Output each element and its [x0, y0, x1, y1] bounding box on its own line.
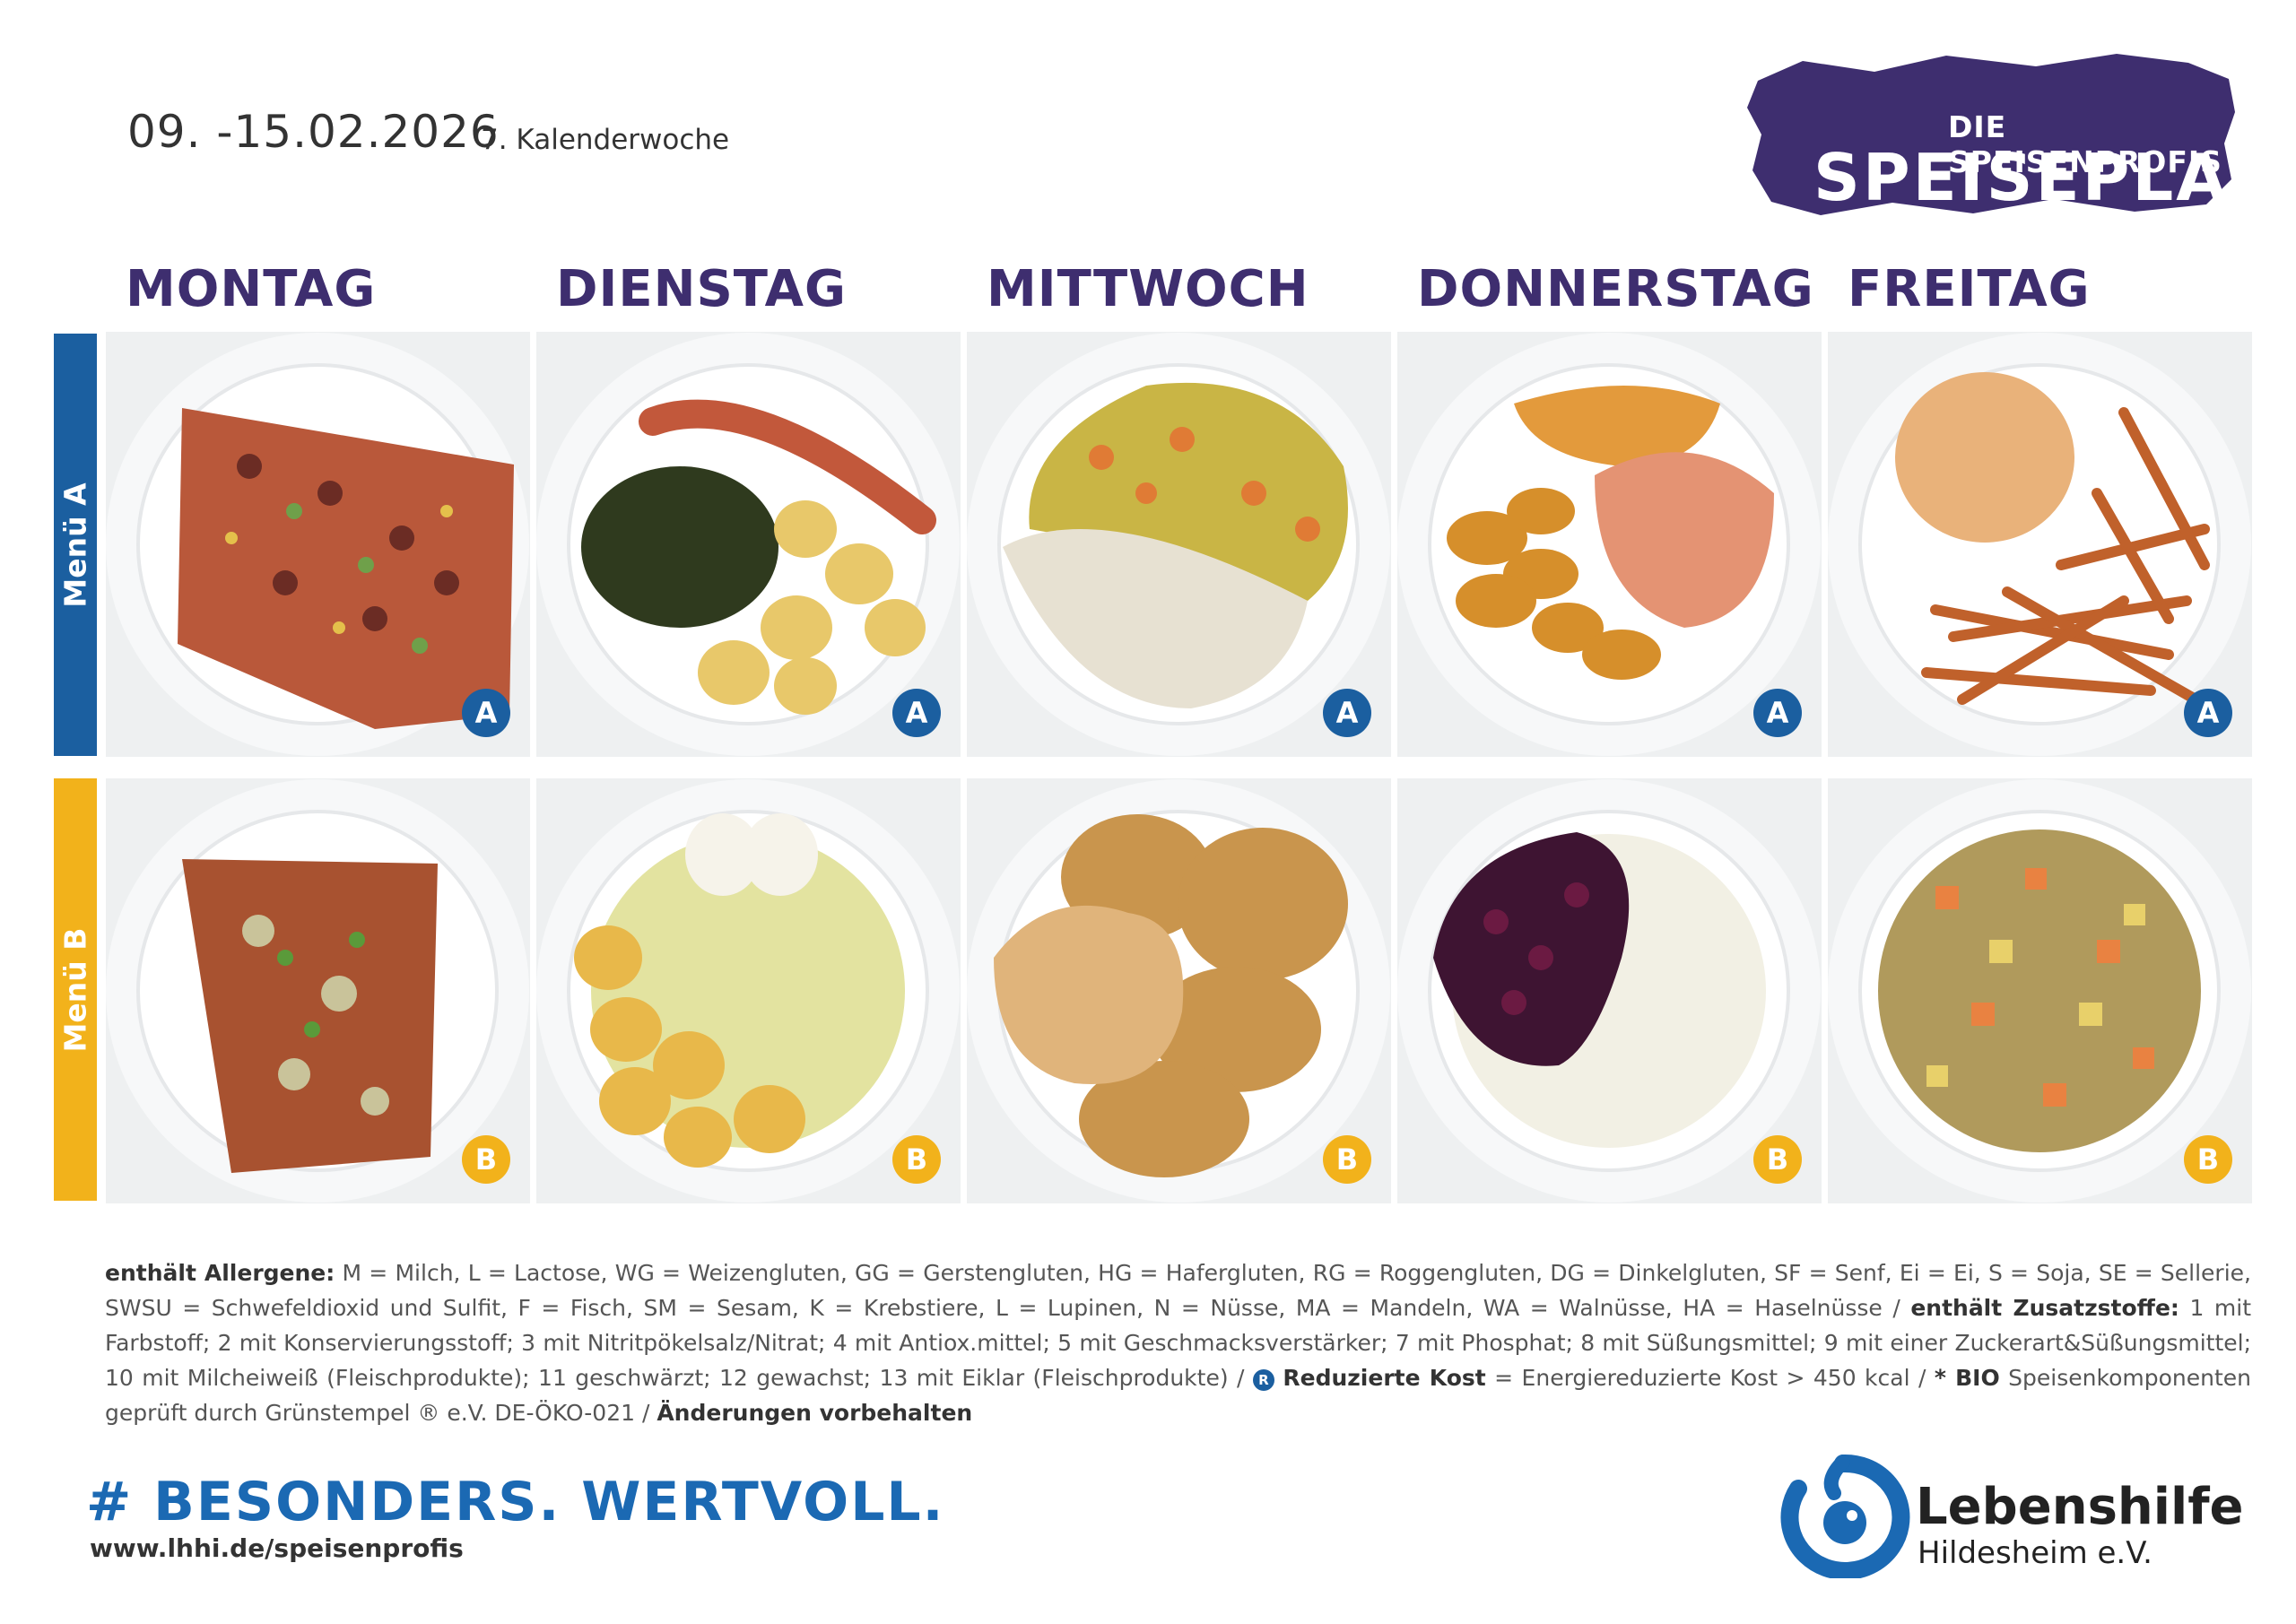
menu-b-label: Menü B [57, 927, 93, 1052]
menu-a-badge: A [1753, 689, 1802, 737]
dish-dienstag-b: B [536, 778, 961, 1203]
bio-label: * BIO [1934, 1365, 2000, 1391]
additives-text: 1 mit Farbstoff; 2 mit Konservierungssto… [105, 1295, 2251, 1391]
org-subtitle: Hildesheim e.V. [1918, 1535, 2152, 1571]
day-header-donnerstag: DONNERSTAG [1417, 260, 1814, 318]
menu-a-label-bar: Menü A [54, 334, 97, 756]
day-header-freitag: FREITAG [1848, 260, 2091, 318]
menu-b-badge: B [462, 1135, 510, 1184]
allergens-label: enthält Allergene: [105, 1260, 335, 1286]
dish-montag-a: A [106, 332, 530, 757]
additives-label: enthält Zusatzstoffe: [1910, 1295, 2179, 1321]
hashtag-slogan: # BESONDERS. WERTVOLL. [86, 1471, 945, 1533]
menu-b-label-bar: Menü B [54, 778, 97, 1201]
dish-dienstag-a: A [536, 332, 961, 757]
dish-freitag-b: B [1828, 778, 2252, 1203]
menu-a-label: Menü A [57, 482, 93, 608]
speiseplan-badge: DIE SPEISENPROFIS SPEISEPLAN [1740, 36, 2283, 224]
dish-donnerstag-b: B [1397, 778, 1822, 1203]
dish-mittwoch-a: A [967, 332, 1391, 757]
website-link[interactable]: www.lhhi.de/speisenprofis [90, 1533, 464, 1563]
day-header-mittwoch: MITTWOCH [987, 260, 1309, 318]
date-range: 09. -15.02.2026 [127, 106, 500, 158]
brush-stroke-shape [1747, 54, 2235, 215]
menu-b-badge: B [2184, 1135, 2232, 1184]
dish-mittwoch-b: B [967, 778, 1391, 1203]
dish-montag-b: B [106, 778, 530, 1203]
plate-image [536, 779, 960, 1203]
reduced-text: = Energiereduzierte Kost > 450 kcal / [1485, 1365, 1935, 1391]
plate-image [106, 779, 529, 1203]
reduced-label: Reduzierte Kost [1283, 1365, 1486, 1391]
plate-image [106, 333, 529, 756]
day-header-montag: MONTAG [126, 260, 377, 318]
lebenshilfe-logo-icon [1780, 1454, 1910, 1578]
changes-label: Änderungen vorbehalten [657, 1400, 973, 1426]
bio-text: Speisenkomponenten geprüft durch Grünste… [105, 1365, 2251, 1426]
plate-image [1828, 333, 2251, 756]
plate-image [1397, 333, 1821, 756]
day-header-dienstag: DIENSTAG [556, 260, 847, 318]
plate-image [967, 779, 1390, 1203]
plate-image [1828, 779, 2251, 1203]
allergen-legend: enthält Allergene: M = Milch, L = Lactos… [105, 1255, 2251, 1430]
org-name: Lebenshilfe [1916, 1478, 2244, 1536]
menu-a-badge: A [892, 689, 941, 737]
dish-freitag-a: A [1828, 332, 2252, 757]
dish-donnerstag-a: A [1397, 332, 1822, 757]
plate-image [967, 333, 1390, 756]
calendar-week: 7. Kalenderwoche [481, 124, 730, 156]
plate-image [536, 333, 960, 756]
plate-image [1397, 779, 1821, 1203]
badge-title: SPEISEPLAN [1813, 140, 2286, 215]
menu-b-badge: B [1323, 1135, 1371, 1184]
menu-b-badge: B [1753, 1135, 1802, 1184]
menu-a-badge: A [462, 689, 510, 737]
allergens-text: M = Milch, L = Lactose, WG = Weizenglute… [105, 1260, 2251, 1321]
menu-a-badge: A [1323, 689, 1371, 737]
menu-a-badge: A [2184, 689, 2232, 737]
badge-subtitle: DIE SPEISENPROFIS [1948, 109, 2222, 179]
reduced-diet-icon: R [1252, 1369, 1274, 1391]
menu-b-badge: B [892, 1135, 941, 1184]
